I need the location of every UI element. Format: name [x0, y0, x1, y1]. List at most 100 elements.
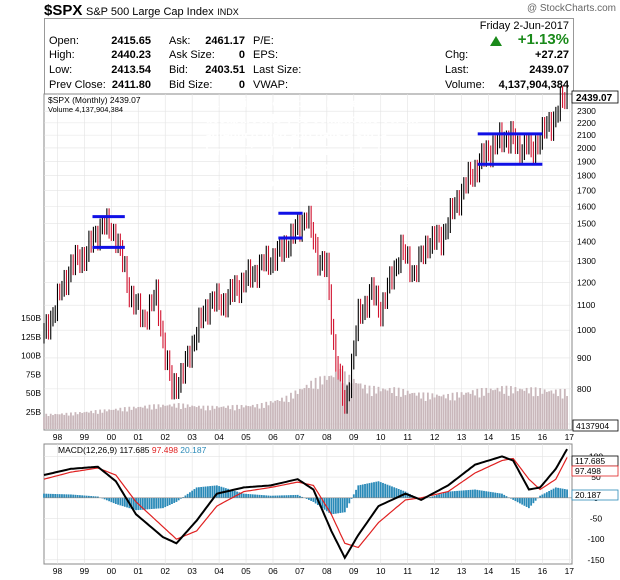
macd-hist-bar	[121, 497, 124, 507]
prev-close-value: 2411.80	[111, 79, 151, 91]
macd-hist-bar	[332, 497, 335, 514]
volume-bar	[426, 392, 429, 429]
price-tick-label: 900	[577, 353, 591, 363]
percent-change: +1.13%	[517, 31, 569, 48]
low-value: 2413.54	[111, 64, 151, 76]
volume-bar	[332, 377, 335, 429]
macd-hist-bar	[350, 497, 353, 499]
macd-signal-value: 97.498	[152, 445, 178, 455]
macd-hist-bar	[397, 489, 400, 498]
macd-hist-bar	[87, 495, 90, 498]
x-tick-label: 14	[484, 432, 494, 442]
macd-hist-bar	[267, 495, 270, 498]
volume-bar	[422, 392, 425, 429]
macd-hist-bar	[301, 496, 304, 498]
macd-hist-bar	[83, 495, 86, 498]
macd-hist-bar	[85, 495, 88, 498]
volume-bar	[361, 388, 364, 429]
macd-hist-bar	[200, 486, 203, 498]
macd-hist-bar	[146, 497, 149, 510]
volume-bar	[247, 406, 250, 429]
volume-bar	[296, 393, 299, 429]
volume-bar	[303, 388, 306, 429]
volume-bar	[236, 404, 238, 429]
volume-bar	[395, 396, 398, 429]
macd-hist-bar	[227, 488, 229, 498]
volume-bar	[220, 406, 223, 429]
volume-bar	[469, 393, 472, 429]
volume-bar	[400, 396, 402, 429]
change-label: Chg:	[445, 49, 469, 61]
volume-bar	[200, 408, 203, 429]
macd-hist-bar	[186, 493, 189, 498]
volume-bar	[563, 388, 566, 429]
x-tick-label: 10	[376, 432, 386, 442]
volume-bar	[249, 406, 252, 429]
macd-hist-bar	[476, 489, 479, 498]
macd-hist-bar	[561, 488, 564, 498]
macd-hist-bar	[449, 491, 452, 498]
macd-x-tick-label: 04	[214, 566, 224, 576]
x-tick-label: 13	[457, 432, 467, 442]
macd-x-tick-label: 10	[376, 566, 386, 576]
macd-hist-bar	[527, 497, 530, 509]
macd-x-tick-label: 02	[160, 566, 170, 576]
volume-bar	[341, 383, 344, 429]
bid-label: Bid:	[169, 64, 188, 76]
volume-bar	[130, 409, 133, 429]
volume-bar	[388, 387, 391, 429]
macd-hist-bar	[79, 495, 81, 498]
prev-close-label: Prev Close:	[49, 79, 106, 91]
macd-hist-bar	[519, 497, 521, 504]
macd-hist-bar	[155, 497, 158, 509]
volume-bar	[166, 405, 169, 429]
macd-hist-bar	[494, 492, 497, 498]
macd-x-tick-label: 99	[80, 566, 90, 576]
volume-bar	[460, 392, 463, 429]
macd-hist-bar	[242, 493, 245, 498]
x-tick-label: 12	[430, 432, 440, 442]
volume-bar	[148, 404, 151, 429]
volume-bar	[507, 395, 510, 429]
macd-hist-bar	[440, 493, 443, 498]
price-tick-label: 2100	[577, 130, 596, 140]
volume-bar	[530, 387, 533, 429]
macd-hist-bar	[54, 494, 57, 498]
volume-bar	[458, 397, 461, 429]
price-legend: $SPX (Monthly) 2439.07	[48, 95, 141, 105]
macd-hist-bar	[43, 493, 45, 498]
pe-label: P/E:	[253, 35, 274, 47]
macd-hist-bar	[337, 497, 339, 514]
volume-bar	[527, 393, 530, 429]
macd-hist-bar	[566, 489, 568, 498]
macd-hist-bar	[110, 497, 113, 503]
macd-hist-bar	[193, 489, 196, 498]
macd-hist-bar	[554, 487, 557, 498]
macd-hist-bar	[359, 484, 362, 498]
watermark: @ StockCharts.com	[526, 3, 616, 14]
volume-bar	[90, 410, 93, 429]
macd-hist-bar	[321, 497, 324, 509]
volume-bar	[314, 377, 317, 429]
macd-hist-bar	[534, 497, 537, 501]
macd-hist-bar	[339, 497, 342, 513]
macd-x-tick-label: 07	[295, 566, 305, 576]
macd-hist-bar	[458, 490, 461, 498]
macd-tick-label: -50	[590, 513, 603, 523]
x-tick-label: 99	[80, 432, 90, 442]
volume-bar	[545, 391, 548, 429]
volume-bar	[240, 404, 243, 429]
macd-hist-bar	[81, 495, 84, 498]
volume-bar	[49, 413, 52, 429]
volume-bar	[525, 387, 528, 429]
macd-hist-bar	[168, 497, 171, 506]
volume-bar	[202, 405, 205, 429]
volume-bar	[114, 408, 117, 429]
volume-bar	[519, 388, 521, 429]
macd-hist-bar	[451, 491, 454, 498]
macd-hist-bar	[292, 495, 295, 498]
macd-hist-bar	[514, 497, 517, 502]
volume-bar	[397, 387, 400, 429]
volume-bar	[150, 409, 153, 429]
volume-bar	[229, 409, 232, 429]
